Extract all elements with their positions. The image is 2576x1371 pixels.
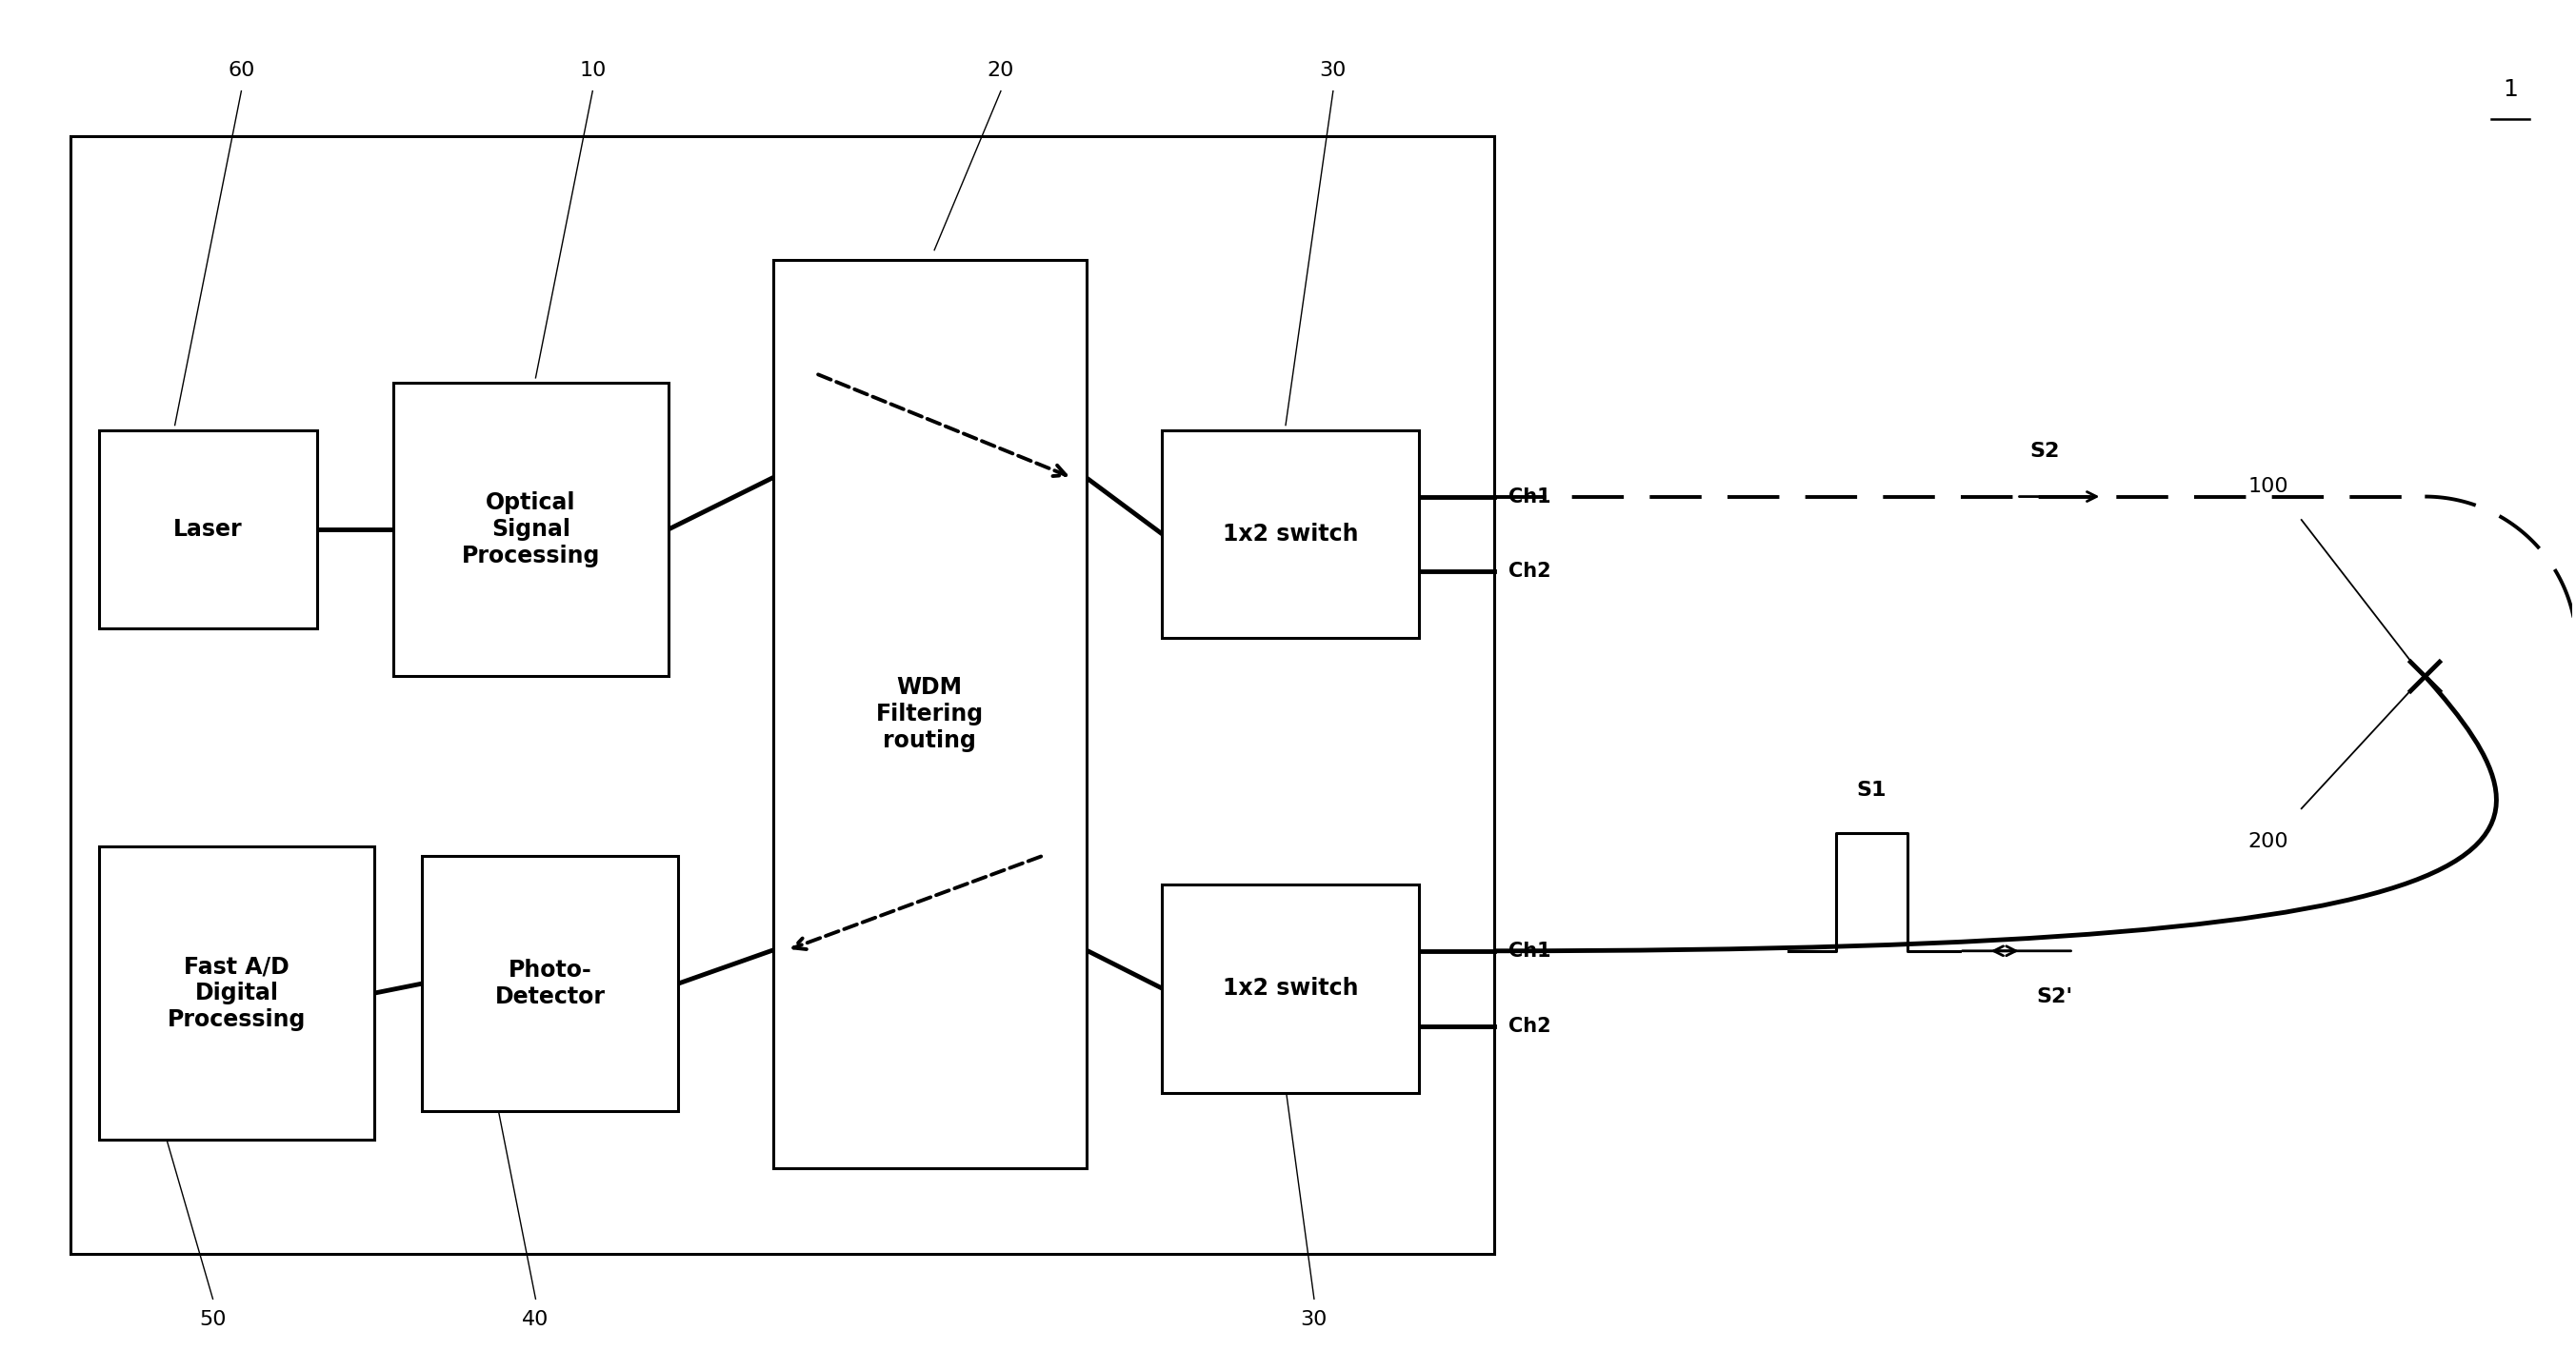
Text: S2: S2	[2030, 441, 2061, 461]
Text: 50: 50	[198, 1311, 227, 1330]
FancyBboxPatch shape	[1162, 884, 1419, 1093]
FancyBboxPatch shape	[70, 137, 1494, 1253]
Text: 1x2 switch: 1x2 switch	[1224, 978, 1358, 999]
FancyBboxPatch shape	[394, 383, 670, 676]
Text: Ch2: Ch2	[1510, 562, 1551, 581]
Text: 30: 30	[1319, 60, 1347, 80]
Text: 100: 100	[2249, 477, 2287, 496]
Text: Ch1: Ch1	[1510, 487, 1551, 506]
Text: 60: 60	[227, 60, 255, 80]
Text: 20: 20	[987, 60, 1015, 80]
Text: Laser: Laser	[173, 518, 242, 540]
FancyBboxPatch shape	[1162, 430, 1419, 638]
Text: Photo-
Detector: Photo- Detector	[495, 958, 605, 1008]
FancyBboxPatch shape	[98, 430, 317, 629]
Text: 1: 1	[2504, 78, 2517, 100]
Text: 40: 40	[523, 1311, 549, 1330]
Text: Ch2: Ch2	[1510, 1016, 1551, 1035]
Text: 200: 200	[2249, 832, 2287, 851]
Text: 10: 10	[580, 60, 605, 80]
Text: Optical
Signal
Processing: Optical Signal Processing	[461, 491, 600, 568]
FancyBboxPatch shape	[98, 846, 374, 1139]
Text: Ch1: Ch1	[1510, 942, 1551, 961]
Text: S1: S1	[1857, 780, 1886, 799]
Text: 30: 30	[1301, 1311, 1327, 1330]
FancyBboxPatch shape	[773, 259, 1087, 1168]
Text: Fast A/D
Digital
Processing: Fast A/D Digital Processing	[167, 956, 307, 1031]
Text: 1x2 switch: 1x2 switch	[1224, 522, 1358, 546]
Text: S2': S2'	[2038, 987, 2074, 1006]
FancyBboxPatch shape	[422, 856, 677, 1112]
Text: WDM
Filtering
routing: WDM Filtering routing	[876, 676, 984, 751]
